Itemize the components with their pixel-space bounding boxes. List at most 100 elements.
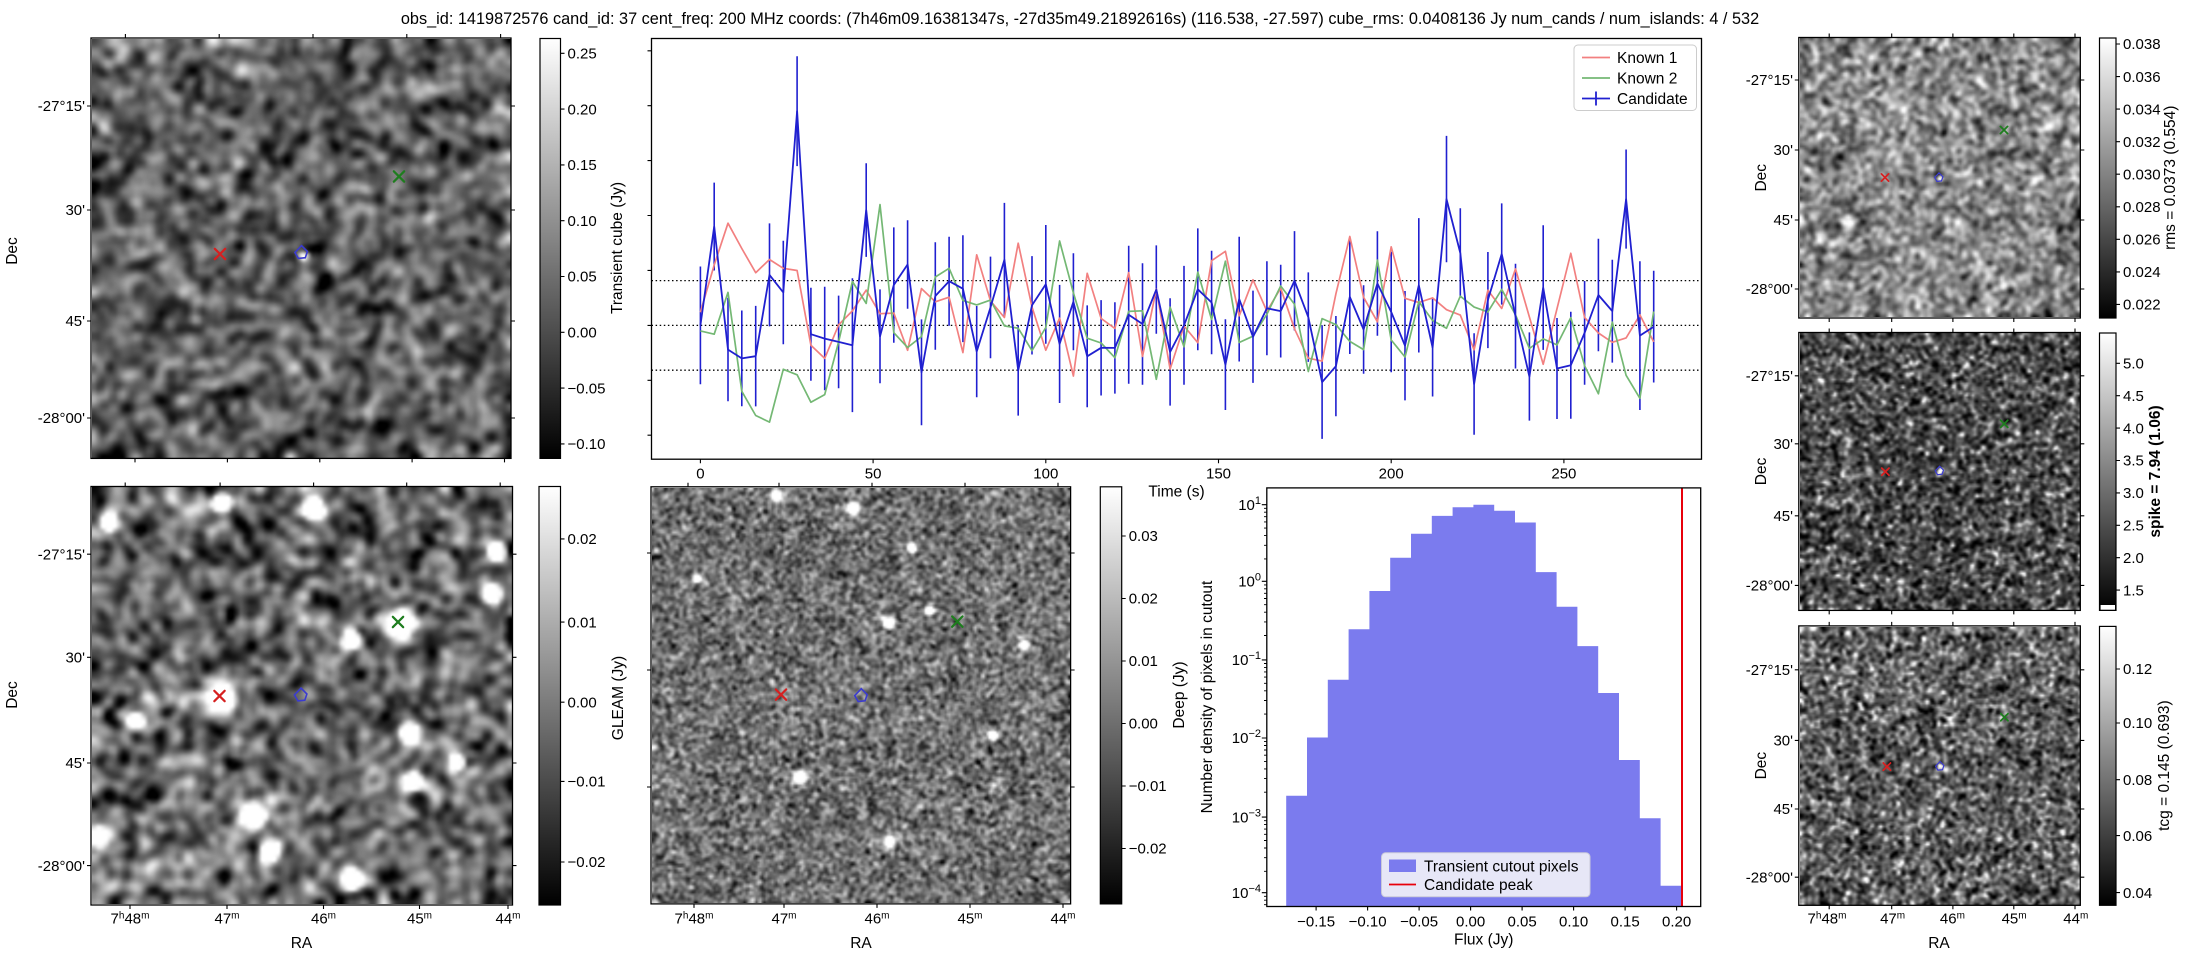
svg-text:obs_id: 1419872576 cand_id: 37: obs_id: 1419872576 cand_id: 37 cent_freq… [401, 10, 1759, 28]
svg-text:100: 100 [1033, 466, 1058, 483]
svg-text:44m: 44m [495, 910, 520, 928]
svg-text:1.5: 1.5 [2123, 582, 2144, 599]
svg-text:0.00: 0.00 [1456, 914, 1485, 931]
svg-text:Deep (Jy): Deep (Jy) [1171, 661, 1188, 728]
svg-text:50: 50 [865, 466, 882, 483]
svg-text:0.15: 0.15 [1610, 914, 1639, 931]
svg-text:0.00: 0.00 [1129, 716, 1158, 733]
svg-text:rms = 0.0373 (0.554): rms = 0.0373 (0.554) [2162, 106, 2179, 250]
svg-text:-27°15': -27°15' [1746, 368, 1793, 385]
svg-text:7h48m: 7h48m [675, 910, 714, 928]
svg-text:−0.02: −0.02 [1129, 841, 1167, 858]
svg-text:GLEAM (Jy): GLEAM (Jy) [610, 656, 627, 740]
svg-text:spike = 7.94 (1.06): spike = 7.94 (1.06) [2147, 405, 2164, 537]
svg-text:2.0: 2.0 [2123, 550, 2144, 567]
svg-text:30': 30' [65, 202, 85, 219]
svg-text:−0.05: −0.05 [568, 380, 606, 397]
svg-text:30': 30' [1773, 142, 1793, 159]
svg-text:0.022: 0.022 [2123, 297, 2161, 314]
svg-text:45': 45' [1773, 508, 1793, 525]
svg-text:44m: 44m [1050, 910, 1075, 928]
svg-text:0.028: 0.028 [2123, 199, 2161, 216]
svg-text:0.10: 0.10 [2123, 715, 2152, 732]
svg-text:150: 150 [1206, 466, 1231, 483]
svg-text:0.038: 0.038 [2123, 36, 2161, 53]
svg-text:Transient cube (Jy): Transient cube (Jy) [609, 182, 626, 314]
svg-text:-27°15': -27°15' [1746, 72, 1793, 89]
svg-text:0.08: 0.08 [2123, 772, 2152, 789]
svg-text:10−1: 10−1 [1232, 650, 1261, 669]
svg-text:0.05: 0.05 [568, 269, 597, 286]
svg-text:0.00: 0.00 [568, 694, 597, 711]
svg-text:tcg = 0.145 (0.693): tcg = 0.145 (0.693) [2156, 700, 2173, 831]
svg-text:47m: 47m [1880, 910, 1905, 928]
svg-text:10−4: 10−4 [1232, 883, 1261, 902]
svg-text:−0.01: −0.01 [568, 774, 606, 791]
svg-text:45': 45' [65, 755, 85, 772]
svg-text:4.5: 4.5 [2123, 388, 2144, 405]
svg-text:RA: RA [850, 935, 872, 952]
svg-text:Transient cutout pixels: Transient cutout pixels [1424, 859, 1579, 876]
svg-text:0.06: 0.06 [2123, 828, 2152, 845]
svg-text:0.25: 0.25 [568, 46, 597, 63]
svg-text:Known 1: Known 1 [1617, 50, 1677, 67]
svg-text:0.01: 0.01 [568, 614, 597, 631]
svg-text:47m: 47m [771, 910, 796, 928]
svg-text:0.02: 0.02 [1129, 591, 1158, 608]
svg-text:−0.10: −0.10 [1349, 914, 1387, 931]
svg-text:Dec: Dec [1753, 457, 1770, 485]
svg-text:Candidate: Candidate [1617, 91, 1688, 108]
svg-text:-28°00': -28°00' [1746, 578, 1793, 595]
svg-text:0.20: 0.20 [568, 101, 597, 118]
svg-text:2.5: 2.5 [2123, 518, 2144, 535]
svg-text:10−3: 10−3 [1232, 807, 1261, 826]
svg-text:200: 200 [1379, 466, 1404, 483]
svg-text:30': 30' [1773, 436, 1793, 453]
svg-text:10−2: 10−2 [1232, 728, 1261, 747]
svg-text:-28°00': -28°00' [38, 410, 85, 427]
svg-text:5.0: 5.0 [2123, 356, 2144, 373]
svg-text:-28°00': -28°00' [1746, 869, 1793, 886]
svg-text:Dec: Dec [1753, 164, 1770, 192]
svg-text:100: 100 [1238, 572, 1261, 591]
svg-text:0.036: 0.036 [2123, 69, 2161, 86]
svg-text:0.034: 0.034 [2123, 101, 2161, 118]
svg-text:0.02: 0.02 [568, 531, 597, 548]
svg-text:47m: 47m [214, 910, 239, 928]
svg-text:0.04: 0.04 [2123, 885, 2152, 902]
svg-text:Dec: Dec [1753, 752, 1770, 780]
svg-text:45m: 45m [2002, 910, 2027, 928]
svg-text:0.03: 0.03 [1129, 528, 1158, 545]
svg-text:Known 2: Known 2 [1617, 70, 1677, 87]
svg-text:RA: RA [291, 935, 313, 952]
svg-text:3.0: 3.0 [2123, 485, 2144, 502]
svg-text:−0.10: −0.10 [568, 436, 606, 453]
svg-text:46m: 46m [311, 910, 336, 928]
svg-text:−0.05: −0.05 [1400, 914, 1438, 931]
svg-text:−0.15: −0.15 [1297, 914, 1335, 931]
svg-text:0: 0 [696, 466, 704, 483]
svg-text:−0.02: −0.02 [568, 854, 606, 871]
svg-text:4.0: 4.0 [2123, 420, 2144, 437]
svg-text:0.10: 0.10 [568, 213, 597, 230]
svg-text:7h48m: 7h48m [1808, 910, 1847, 928]
svg-text:30': 30' [1773, 733, 1793, 750]
svg-text:0.030: 0.030 [2123, 166, 2161, 183]
svg-text:RA: RA [1928, 935, 1950, 952]
svg-text:-27°15': -27°15' [38, 98, 85, 115]
svg-text:0.20: 0.20 [1662, 914, 1691, 931]
svg-text:45': 45' [1773, 801, 1793, 818]
svg-text:Number density of pixels in cu: Number density of pixels in cutout [1199, 580, 1216, 813]
svg-text:Dec: Dec [4, 237, 21, 265]
svg-text:0.05: 0.05 [1507, 914, 1536, 931]
svg-text:0.024: 0.024 [2123, 264, 2161, 281]
svg-text:3.5: 3.5 [2123, 453, 2144, 470]
svg-text:-28°00': -28°00' [38, 858, 85, 875]
svg-text:45': 45' [65, 313, 85, 330]
svg-text:−0.01: −0.01 [1129, 778, 1167, 795]
svg-text:-27°15': -27°15' [38, 546, 85, 563]
svg-text:0.15: 0.15 [568, 157, 597, 174]
svg-text:0.01: 0.01 [1129, 653, 1158, 670]
svg-text:-27°15': -27°15' [1746, 662, 1793, 679]
svg-text:101: 101 [1238, 495, 1261, 514]
